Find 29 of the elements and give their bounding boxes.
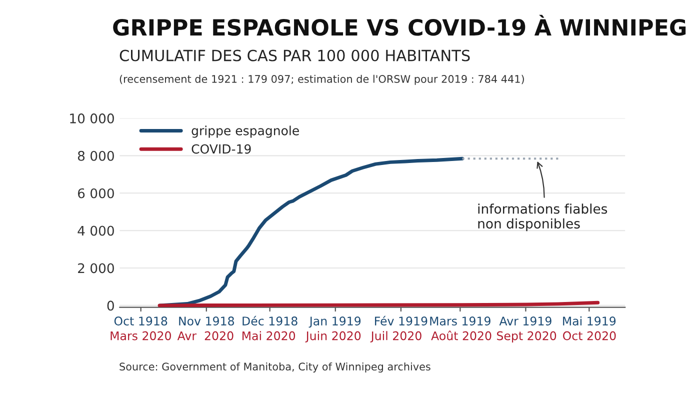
x2-tick-label: Août 2020 [431,330,492,340]
x2-tick-label: Mars 2020 [110,331,171,340]
x2-tick-label: Juil 2020 [370,331,422,342]
x-tick-label: Fév 1919 [375,316,428,326]
chart-subtitle: CUMULATIF DES CAS PAR 100 000 HABITANTS [120,50,470,62]
x2-tick-label: Sept 2020 [496,331,556,343]
x-tick-label: Mars 1919 [430,316,490,326]
x2-tick-label: Avr 2020 [177,331,234,340]
x2-tick-label: Mai 2020 [242,331,296,340]
x2-tick-label: Oct 2020 [563,331,616,340]
legend-label: COVID-19 [192,144,251,154]
chart-title: GRIPPE ESPAGNOLE VS COVID-19 À WINNIPEG [113,14,686,36]
legend-label: grippe espagnole [192,126,299,138]
x-tick-label: Mai 1919 [563,316,616,326]
y-tick-label: 4 000 [78,226,114,236]
x-tick-label: Jan 1919 [308,316,361,328]
x2-tick-label: Juin 2020 [305,331,361,342]
y-tick-label: 2 000 [78,263,114,274]
text: (recensement de 1921 : 179 097; estimation de l'ORSW pour 2019 : 784 441) [120,74,524,85]
x-tick-label: Avr 1919 [499,316,552,326]
x-tick-label: Déc 1918 [242,316,298,326]
y-tick-label: 6 000 [78,188,114,198]
y-tick-label: 0 [107,300,114,311]
y-tick-label: 10 000 [70,113,114,124]
x-tick-label: Oct 1918 [114,316,168,326]
x-tick-label: Nov 1918 [179,316,234,326]
y-tick-label: 8 000 [78,150,114,161]
source-note: Source: Government of Manitoba, City of Winnipeg archives [120,362,430,373]
annotation: informations fiables non disponibles [478,204,608,232]
